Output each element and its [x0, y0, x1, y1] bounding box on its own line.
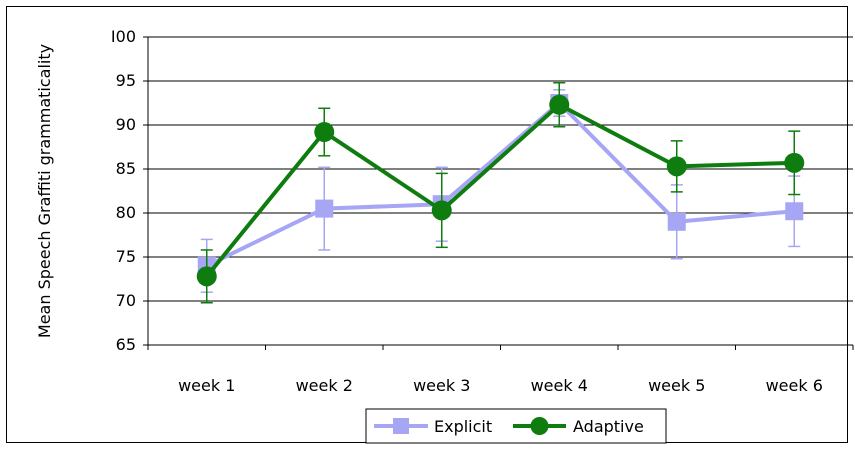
x-tick-label: week 2: [296, 376, 353, 395]
y-tick-label: 90: [116, 115, 136, 134]
y-tick-label: 65: [116, 335, 136, 354]
x-tick-labels: week 1 week 2 week 3 week 4 week 5 week 6: [178, 376, 823, 395]
data-point: [315, 199, 334, 218]
data-point: [549, 94, 570, 115]
y-tick-label: I00: [111, 27, 136, 46]
legend-marker: [393, 418, 409, 434]
x-tick-label: week 3: [413, 376, 470, 395]
data-point: [196, 266, 217, 287]
series-line: [205, 101, 795, 268]
series-line: [205, 102, 795, 278]
data-point: [431, 200, 452, 221]
legend-label: Explicit: [434, 417, 492, 436]
x-tick-label: week 5: [648, 376, 705, 395]
legend-label: Adaptive: [573, 417, 644, 436]
legend: Explicit Adaptive: [365, 408, 667, 444]
chart-frame: [6, 6, 848, 443]
y-tick-label: 95: [116, 71, 136, 90]
data-point: [314, 122, 335, 143]
y-tick-label: 75: [116, 247, 136, 266]
y-tick-label: 70: [116, 291, 136, 310]
y-tick-label: 85: [116, 159, 136, 178]
legend-item-adaptive: Adaptive: [513, 417, 644, 436]
data-point: [666, 156, 687, 177]
data-point: [785, 202, 804, 221]
series-layer: [196, 82, 805, 304]
data-point: [667, 212, 686, 231]
y-tick-labels: 65 70 75 80 85 90 95 I00: [111, 27, 136, 354]
grid-lines: [148, 36, 853, 302]
y-axis-title: Mean Speech Graffiti grammaticality: [35, 44, 54, 338]
x-tick-label: week 1: [178, 376, 235, 395]
legend-marker: [530, 417, 549, 435]
x-tick-label: week 6: [766, 376, 823, 395]
legend-item-explicit: Explicit: [374, 417, 492, 436]
data-point: [784, 152, 805, 173]
y-tick-label: 80: [116, 203, 136, 222]
axes: [143, 36, 854, 350]
series-explicit: [197, 89, 804, 293]
x-tick-label: week 4: [531, 376, 588, 395]
series-adaptive: [196, 82, 805, 304]
